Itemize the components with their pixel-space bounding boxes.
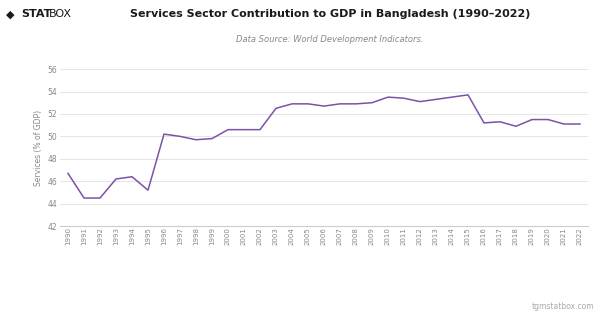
Y-axis label: Services (% of GDP): Services (% of GDP) <box>34 110 43 186</box>
Text: tgmstatbox.com: tgmstatbox.com <box>532 302 594 311</box>
Legend: Bangladesh: Bangladesh <box>284 312 364 314</box>
Text: Services Sector Contribution to GDP in Bangladesh (1990–2022): Services Sector Contribution to GDP in B… <box>130 9 530 19</box>
Text: Data Source: World Development Indicators.: Data Source: World Development Indicator… <box>236 35 424 44</box>
Text: BOX: BOX <box>49 9 72 19</box>
Text: ◆: ◆ <box>6 9 19 19</box>
Text: STAT: STAT <box>21 9 52 19</box>
